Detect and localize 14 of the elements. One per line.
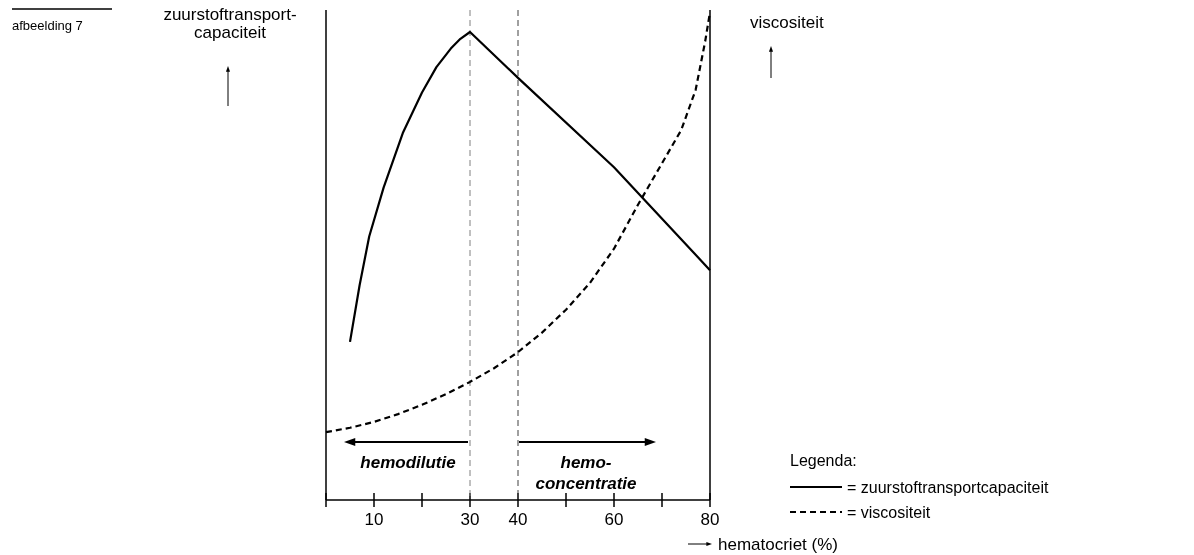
- x-tick-label: 40: [508, 510, 528, 529]
- x-axis-title: hematocriet (%): [718, 535, 838, 554]
- legend-label: = zuurstoftransportcapaciteit: [847, 479, 1049, 496]
- annotation: hemo-concentratie: [535, 453, 637, 493]
- annotation: hemodilutie: [360, 453, 456, 472]
- legend-label: = viscositeit: [847, 504, 931, 521]
- y2-axis-title: viscositeit: [750, 13, 824, 32]
- x-tick-label: 30: [460, 510, 480, 529]
- x-tick-label: 60: [604, 510, 624, 529]
- y-axis-title: zuurstoftransport-capaciteit: [163, 5, 297, 42]
- x-tick-label: 10: [364, 510, 384, 529]
- x-tick-label: 80: [700, 510, 720, 529]
- text: afbeelding 7: [12, 18, 83, 33]
- legend-title: Legenda:: [790, 452, 857, 469]
